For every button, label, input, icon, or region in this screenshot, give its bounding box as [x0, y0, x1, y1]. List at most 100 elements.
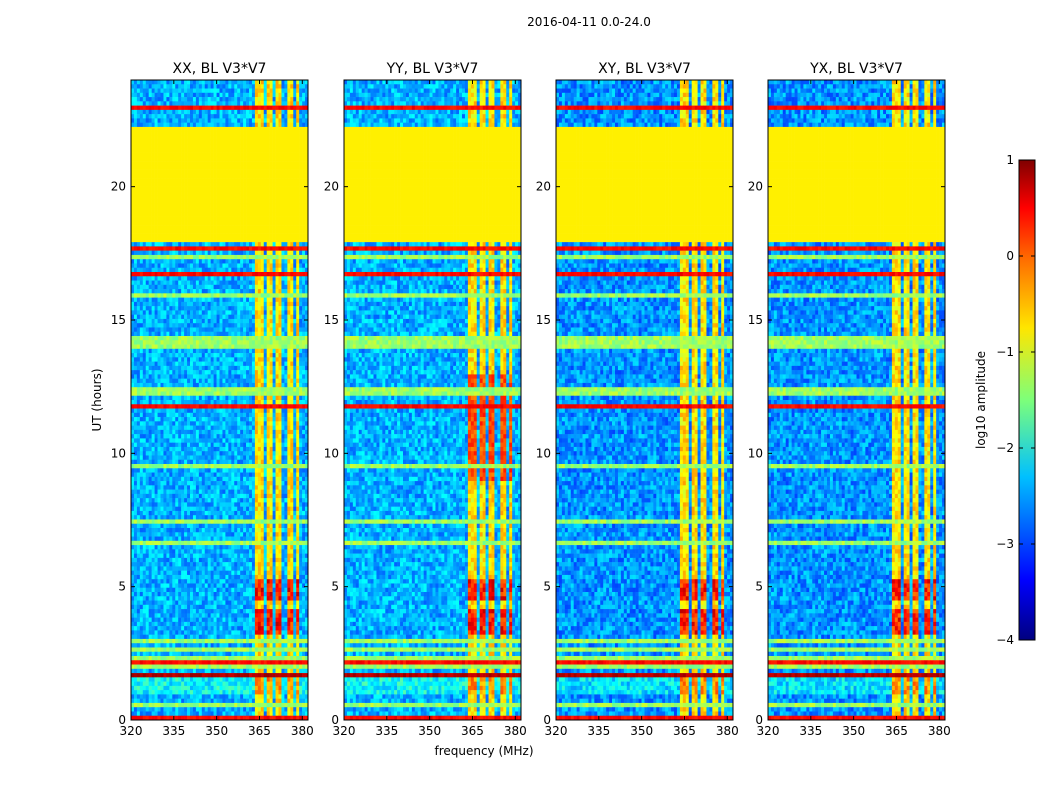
heatmap-cell	[284, 127, 287, 132]
heatmap-cell	[264, 123, 267, 128]
heatmap-cell	[143, 97, 146, 102]
heatmap-cell	[196, 144, 199, 149]
heatmap-cell	[178, 110, 181, 115]
heatmap-cell	[199, 110, 202, 115]
heatmap-cell	[290, 89, 293, 94]
heatmap-cell	[163, 140, 166, 145]
heatmap-cell	[214, 161, 217, 166]
heatmap-cell	[140, 118, 143, 123]
heatmap-cell	[228, 80, 231, 85]
heatmap-cell	[276, 106, 279, 111]
heatmap-cell	[137, 110, 140, 115]
heatmap-cell	[149, 148, 152, 153]
heatmap-cell	[228, 84, 231, 89]
heatmap-cell	[302, 97, 305, 102]
heatmap-cell	[270, 118, 273, 123]
heatmap-cell	[243, 106, 246, 111]
heatmap-cell	[155, 148, 158, 153]
heatmap-cell	[193, 153, 196, 158]
heatmap-cell	[152, 89, 155, 94]
heatmap-cell	[220, 127, 223, 132]
heatmap-cell	[240, 123, 243, 128]
heatmap-cell	[172, 123, 175, 128]
heatmap-cell	[276, 84, 279, 89]
heatmap-cell	[161, 148, 164, 153]
heatmap-cell	[205, 93, 208, 98]
heatmap-cell	[296, 131, 299, 136]
heatmap-cell	[155, 161, 158, 166]
heatmap-cell	[155, 93, 158, 98]
heatmap-cell	[231, 123, 234, 128]
heatmap-cell	[187, 123, 190, 128]
heatmap-cell	[158, 157, 161, 162]
heatmap-cell	[281, 97, 284, 102]
heatmap-cell	[273, 153, 276, 158]
heatmap-cell	[169, 135, 172, 140]
heatmap-cell	[178, 140, 181, 145]
heatmap-cell	[270, 144, 273, 149]
heatmap-cell	[217, 106, 220, 111]
heatmap-cell	[169, 140, 172, 145]
heatmap-cell	[231, 80, 234, 85]
heatmap-cell	[270, 127, 273, 132]
heatmap-cell	[293, 123, 296, 128]
heatmap-cell	[181, 97, 184, 102]
heatmap-cell	[234, 101, 237, 106]
heatmap-cell	[169, 118, 172, 123]
heatmap-cell	[273, 106, 276, 111]
heatmap-cell	[196, 84, 199, 89]
heatmap-cell	[270, 123, 273, 128]
heatmap-cell	[237, 144, 240, 149]
heatmap-cell	[273, 97, 276, 102]
heatmap-cell	[264, 157, 267, 162]
heatmap-cell	[214, 148, 217, 153]
heatmap-cell	[199, 118, 202, 123]
heatmap-cell	[264, 135, 267, 140]
heatmap-cell	[293, 148, 296, 153]
heatmap-cell	[287, 123, 290, 128]
heatmap-cell	[279, 123, 282, 128]
heatmap-cell	[249, 114, 252, 119]
heatmap-cell	[155, 101, 158, 106]
heatmap-cell	[234, 114, 237, 119]
heatmap-cell	[163, 161, 166, 166]
heatmap-cell	[287, 101, 290, 106]
heatmap-cell	[281, 135, 284, 140]
heatmap-cell	[284, 153, 287, 158]
heatmap-cell	[158, 106, 161, 111]
heatmap-cell	[220, 148, 223, 153]
heatmap-cell	[202, 144, 205, 149]
heatmap-cell	[299, 157, 302, 162]
heatmap-cell	[267, 80, 270, 85]
heatmap-cell	[166, 123, 169, 128]
heatmap-cell	[290, 144, 293, 149]
heatmap-cell	[302, 93, 305, 98]
heatmap-cell	[267, 135, 270, 140]
heatmap-cell	[240, 153, 243, 158]
heatmap-cell	[228, 157, 231, 162]
heatmap-cell	[217, 84, 220, 89]
heatmap-cell	[302, 140, 305, 145]
heatmap-cell	[243, 89, 246, 94]
heatmap-cell	[246, 110, 249, 115]
heatmap-cell	[258, 84, 261, 89]
heatmap-cell	[258, 148, 261, 153]
heatmap-cell	[252, 153, 255, 158]
heatmap-cell	[140, 106, 143, 111]
heatmap-cell	[220, 144, 223, 149]
heatmap-cell	[287, 135, 290, 140]
heatmap-cell	[237, 161, 240, 166]
heatmap-cells	[131, 80, 308, 720]
heatmap-cell	[231, 84, 234, 89]
heatmap-cell	[246, 123, 249, 128]
heatmap-cell	[187, 157, 190, 162]
heatmap-cell	[246, 84, 249, 89]
heatmap-cell	[152, 161, 155, 166]
heatmap-cell	[281, 157, 284, 162]
heatmap-cell	[255, 157, 258, 162]
heatmap-cell	[290, 106, 293, 111]
heatmap-cell	[196, 135, 199, 140]
heatmap-cell	[199, 93, 202, 98]
heatmap-cell	[193, 161, 196, 166]
heatmap-cell	[270, 140, 273, 145]
